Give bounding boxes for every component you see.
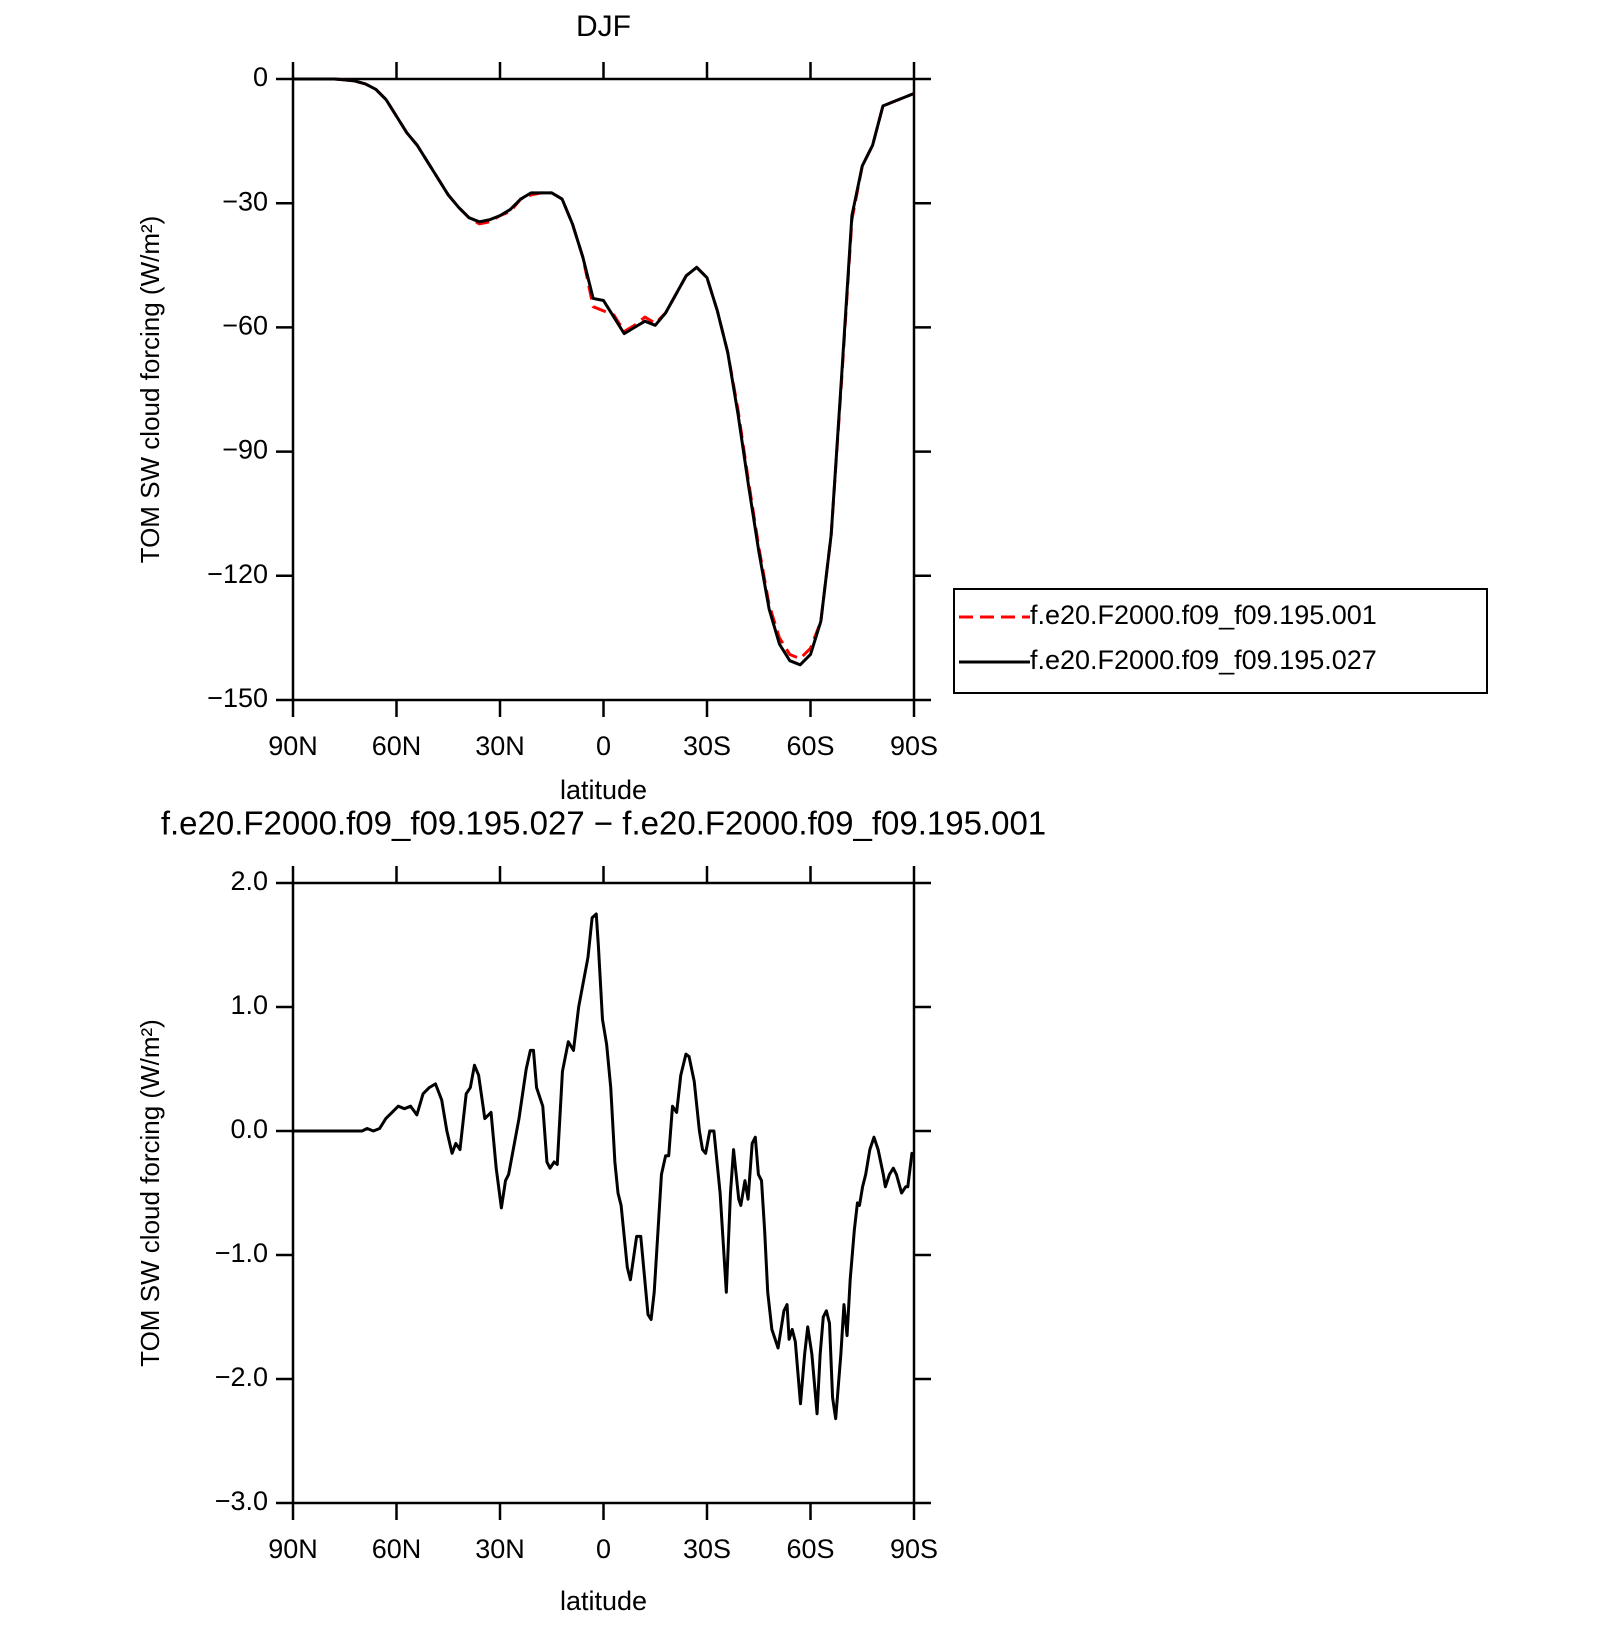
x-tick-label: 30S <box>683 731 731 761</box>
x-tick-label: 60S <box>786 1534 834 1564</box>
x-tick-label: 60S <box>786 731 834 761</box>
legend-label: f.e20.F2000.f09_f09.195.001 <box>1030 600 1377 630</box>
x-tick-label: 60N <box>372 731 422 761</box>
y-tick-label: 1.0 <box>230 990 268 1020</box>
y-tick-label: −30 <box>222 186 268 216</box>
x-tick-label: 30N <box>475 731 525 761</box>
x-tick-label: 0 <box>596 731 611 761</box>
y-tick-label: −150 <box>207 683 268 713</box>
chart-title: f.e20.F2000.f09_f09.195.027 − f.e20.F200… <box>161 805 1046 842</box>
x-tick-label: 90S <box>890 731 938 761</box>
y-tick-label: 0.0 <box>230 1114 268 1144</box>
x-tick-label: 90S <box>890 1534 938 1564</box>
y-axis-label: TOM SW cloud forcing (W/m²) <box>135 1019 165 1367</box>
y-tick-label: −90 <box>222 435 268 465</box>
y-tick-label: 0 <box>253 62 268 92</box>
data-line <box>293 77 915 661</box>
panel: f.e20.F2000.f09_f09.195.027 − f.e20.F200… <box>135 805 1046 1616</box>
x-tick-label: 30S <box>683 1534 731 1564</box>
data-line <box>293 77 915 667</box>
y-tick-label: −1.0 <box>215 1238 268 1268</box>
plot-frame <box>291 881 916 1505</box>
x-tick-label: 90N <box>268 1534 318 1564</box>
data-line <box>293 912 916 1421</box>
plot-frame <box>291 77 916 702</box>
y-tick-label: −120 <box>207 559 268 589</box>
x-axis-label: latitude <box>560 1586 647 1616</box>
x-tick-label: 30N <box>475 1534 525 1564</box>
panel: DJF 90N 60N 30N 0 30S 60S 90S 0 −30 −60 −90 −120 −150… <box>135 10 1488 805</box>
legend-label: f.e20.F2000.f09_f09.195.027 <box>1030 645 1377 675</box>
y-tick-label: −60 <box>222 311 268 341</box>
legend-box <box>953 588 1488 694</box>
y-axis-label: TOM SW cloud forcing (W/m²) <box>135 216 165 564</box>
x-tick-label: 90N <box>268 731 318 761</box>
x-tick-label: 60N <box>372 1534 422 1564</box>
y-tick-label: 2.0 <box>230 866 268 896</box>
chart-title: DJF <box>576 10 631 43</box>
x-tick-label: 0 <box>596 1534 611 1564</box>
x-axis-label: latitude <box>560 775 647 805</box>
y-tick-label: −2.0 <box>215 1362 268 1392</box>
y-tick-label: −3.0 <box>215 1486 268 1516</box>
